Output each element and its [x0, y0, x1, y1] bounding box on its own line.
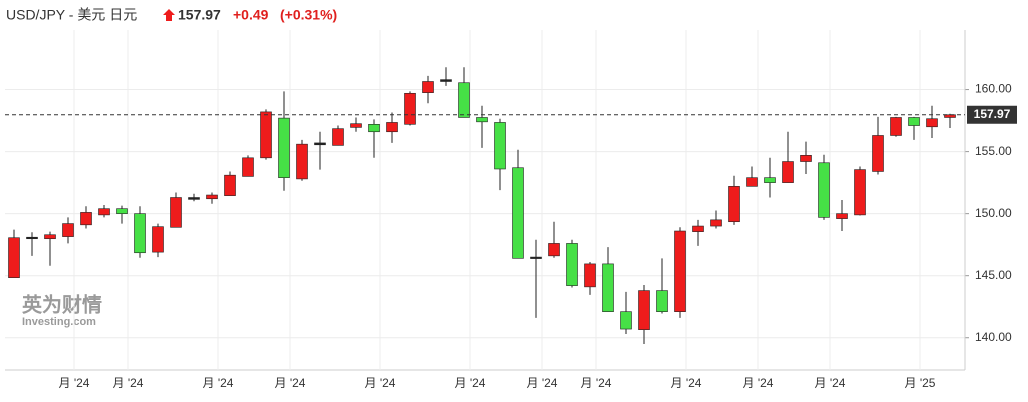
candle-body: [368, 124, 380, 133]
candle-body: [224, 174, 236, 196]
candle-body: [836, 213, 848, 219]
candle-body: [692, 225, 704, 232]
candle-body: [242, 157, 254, 177]
y-tick-label: 140.00: [975, 330, 1012, 344]
candle-body: [116, 208, 128, 214]
candle-body: [80, 212, 92, 226]
instrument-title: USD/JPY - 美元 日元: [6, 7, 137, 23]
candle-body: [422, 81, 434, 93]
candle-body: [404, 92, 416, 125]
candle-body: [440, 79, 452, 82]
candle-body: [188, 197, 200, 200]
x-tick-label: 月 '24: [365, 376, 396, 390]
candle-body: [674, 230, 686, 312]
y-tick-label: 160.00: [975, 82, 1012, 96]
candle-body: [926, 118, 938, 128]
plot: 140.00 145.00 150.00 155.00 160.00 月 '24 月 '24…: [5, 30, 1017, 390]
price-change-pct: (+0.31%): [280, 7, 337, 23]
candle-body: [296, 143, 308, 180]
candle-body: [566, 243, 578, 286]
last-price-box: [967, 105, 1017, 124]
y-tick-label: 150.00: [975, 206, 1012, 220]
candle-body: [872, 135, 884, 172]
candle-body: [494, 122, 506, 170]
y-tick-label: 145.00: [975, 268, 1012, 282]
candle-body: [602, 263, 614, 312]
candle-body: [548, 243, 560, 257]
candle-body: [782, 161, 794, 183]
candle-body: [206, 194, 218, 200]
candle-body: [152, 226, 164, 253]
candle-body: [530, 256, 542, 259]
last-price-label: 157.97: [974, 107, 1011, 121]
x-tick-label: 月 '24: [581, 376, 612, 390]
candle-body: [818, 162, 830, 218]
candle-body: [638, 290, 650, 330]
candle-body: [98, 208, 110, 216]
up-arrow: [163, 9, 175, 21]
candle-body: [386, 122, 398, 133]
x-tick-label: 月 '24: [203, 376, 234, 390]
candle-body: [26, 236, 38, 240]
candle-body: [656, 290, 668, 312]
last-price: 157.97: [178, 7, 221, 23]
candle-body: [476, 117, 488, 123]
candle-body: [512, 167, 524, 259]
candle-body: [584, 263, 596, 288]
x-tick-label: 月 '24: [275, 376, 306, 390]
candle-body: [908, 117, 920, 126]
candle-body: [134, 213, 146, 254]
candle-body: [710, 219, 722, 227]
x-tick-label: 月 '24: [455, 376, 486, 390]
x-tick-label: 月 '24: [671, 376, 702, 390]
candle-body: [746, 177, 758, 187]
candle-body: [44, 234, 56, 240]
candle-body: [854, 169, 866, 216]
x-tick-label: 月 '24: [59, 376, 90, 390]
candle-body: [314, 142, 326, 146]
x-tick-label: 月 '24: [527, 376, 558, 390]
x-tick-label: 月 '24: [743, 376, 774, 390]
price-change: +0.49: [233, 7, 269, 23]
x-tick-label: 月 '24: [815, 376, 846, 390]
candle-body: [458, 82, 470, 118]
candle-body: [332, 128, 344, 146]
candle-body: [800, 155, 812, 162]
candle-body: [620, 311, 632, 330]
candle-body: [62, 223, 74, 237]
x-tick-label: 月 '24: [113, 376, 144, 390]
watermark-brand: 英为财情: [22, 292, 102, 316]
candle-body: [890, 117, 902, 136]
watermark-site: Investing.com: [22, 316, 96, 328]
candle-body: [728, 186, 740, 223]
candle-body: [260, 111, 272, 159]
candle-body: [8, 237, 20, 278]
candle-body: [764, 177, 776, 183]
candle-body: [350, 123, 362, 128]
y-tick-label: 155.00: [975, 144, 1012, 158]
candle-body: [170, 197, 182, 228]
candle-body: [278, 117, 290, 178]
x-tick-label: 月 '25: [905, 376, 936, 390]
